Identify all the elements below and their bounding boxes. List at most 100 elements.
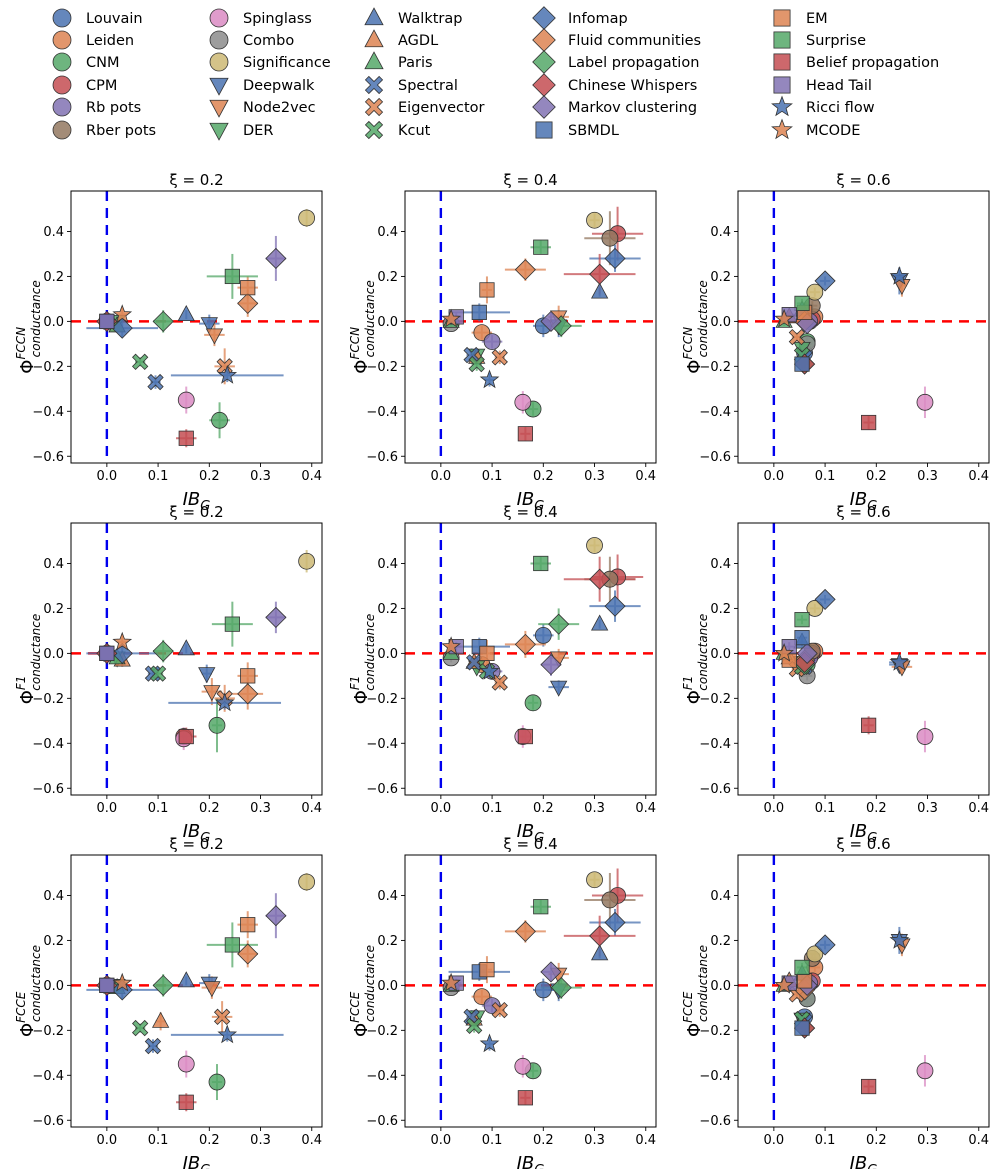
- point-em: [240, 668, 256, 684]
- legend-label: Node2vec: [243, 100, 316, 116]
- point-belief-propagation: [178, 728, 194, 745]
- x-tick-label: 0.4: [301, 1133, 322, 1148]
- point-surprise: [224, 268, 240, 285]
- plot-area: [738, 523, 989, 795]
- point-cnm: [211, 411, 228, 429]
- point-belief-propagation: [517, 1090, 533, 1106]
- point-infomap: [604, 595, 626, 617]
- legend-item-eigenvector: Eigenvector: [364, 97, 485, 117]
- point-spinglass: [514, 393, 532, 411]
- legend-item-rber-pots: Rber pots: [52, 120, 156, 140]
- x-tick-label: 0.3: [250, 801, 271, 816]
- y-tick-label: 0.4: [377, 225, 398, 240]
- x-tick-label: 0.4: [635, 801, 656, 816]
- point-walktrap: [177, 304, 195, 322]
- y-axis-label: ΦF1conductance: [348, 614, 377, 705]
- fluid-communities-marker-icon: [532, 28, 556, 52]
- point-markov-clustering: [796, 642, 818, 664]
- panel-1-1: ξ = 0.2 0.0 0.1 0.2 0.3 0.4 −0.6 −0.4 −0.2 0.0 0.2…: [14, 171, 323, 514]
- panel-2-3: ξ = 0.6 0.0 0.1 0.2 0.3 0.4 −0.6 −0.4 −0.2 0.0 0.2…: [681, 503, 990, 846]
- point-sbmdl: [794, 356, 810, 372]
- x-tick-label: 0.0: [97, 1133, 118, 1148]
- point-cnm: [208, 1073, 226, 1091]
- legend-label: CNM: [86, 55, 119, 71]
- plot-area: [405, 523, 656, 795]
- point-mcode: [112, 304, 133, 324]
- y-tick-label: 0.2: [710, 270, 731, 285]
- point-infomap: [814, 270, 836, 292]
- point-eigenvector: [491, 349, 508, 366]
- y-tick-label: −0.2: [699, 1024, 731, 1039]
- legend-label: Belief propagation: [806, 55, 939, 71]
- point-surprise: [224, 937, 240, 953]
- point-louvain: [534, 626, 552, 644]
- y-tick-label: 0.2: [377, 934, 398, 949]
- y-axis-superscript: FCCN: [681, 327, 695, 360]
- y-axis-superscript: FCCE: [348, 991, 362, 1023]
- point-label-propagation: [152, 974, 174, 996]
- y-tick-label: 0.4: [710, 225, 731, 240]
- x-tick-label: 0.4: [968, 801, 989, 816]
- point-belief-propagation: [517, 728, 533, 745]
- y-tick-label: 0.4: [377, 889, 398, 904]
- point-kcut: [149, 665, 167, 682]
- y-axis-superscript: F1: [348, 676, 362, 691]
- y-tick-label: −0.4: [699, 737, 731, 752]
- legend-item-der: DER: [209, 122, 273, 141]
- cpm-marker-icon: [52, 75, 72, 95]
- legend-item-em: EM: [773, 9, 828, 27]
- legend-label: Markov clustering: [568, 100, 697, 116]
- plot-area: [738, 191, 989, 463]
- x-tick-label: 0.2: [866, 801, 887, 816]
- legend-label: AGDL: [398, 33, 438, 49]
- legend-item-cpm: CPM: [52, 75, 117, 95]
- x-tick-label: 0.1: [815, 801, 836, 816]
- legend-item-significance: Significance: [209, 52, 331, 72]
- x-tick-label: 0.3: [917, 469, 938, 484]
- plot-area: [71, 191, 322, 463]
- y-axis-superscript: F1: [14, 676, 28, 691]
- point-label-propagation: [548, 613, 570, 635]
- panel-3-1: ξ = 0.2 0.0 0.1 0.2 0.3 0.4 −0.6 −0.4 −0.2 0.0 0.2…: [14, 835, 323, 1169]
- y-tick-label: −0.2: [32, 1024, 64, 1039]
- legend-label: Louvain: [86, 11, 143, 27]
- legend-item-rb-pots: Rb pots: [52, 97, 141, 117]
- x-tick-label: 0.4: [635, 469, 656, 484]
- point-markov-clustering: [265, 905, 287, 927]
- y-axis-superscript: FCCE: [14, 991, 28, 1023]
- point-ricci-flow: [889, 652, 910, 671]
- x-tick-label: 0.3: [584, 469, 605, 484]
- point-node2vec: [203, 981, 221, 998]
- panel-2-1: ξ = 0.2 0.0 0.1 0.2 0.3 0.4 −0.6 −0.4 −0.2 0.0 0.2…: [14, 503, 323, 846]
- legend-item-deepwalk: Deepwalk: [209, 77, 315, 96]
- point-infomap: [111, 317, 133, 339]
- point-infomap: [814, 934, 836, 956]
- legend-item-mcode: MCODE: [771, 118, 860, 140]
- panel-title: ξ = 0.4: [503, 835, 557, 853]
- y-tick-label: 0.4: [43, 225, 64, 240]
- y-tick-label: −0.4: [699, 405, 731, 420]
- x-tick-label: 0.0: [764, 801, 785, 816]
- x-tick-label: 0.0: [764, 469, 785, 484]
- point-em: [796, 973, 813, 989]
- x-tick-label: 0.0: [97, 801, 118, 816]
- y-tick-label: 0.0: [377, 647, 398, 662]
- axes-frame: [737, 190, 990, 464]
- legend-label: Combo: [243, 33, 294, 49]
- legend-item-spectral: Spectral: [364, 75, 458, 95]
- y-tick-label: −0.2: [699, 360, 731, 375]
- point-fluid-communities: [514, 633, 536, 655]
- axes-frame: [737, 522, 990, 796]
- legend-label: DER: [243, 123, 273, 139]
- point-kcut: [468, 355, 485, 373]
- point-significance: [806, 283, 824, 301]
- axes-frame: [70, 522, 323, 796]
- spectral-marker-icon: [364, 75, 384, 95]
- x-tick-label: 0.1: [148, 1133, 169, 1148]
- point-significance: [586, 871, 603, 889]
- kcut-marker-icon: [364, 120, 384, 140]
- y-tick-label: 0.0: [377, 979, 398, 994]
- markov-clustering-marker-icon: [532, 95, 556, 119]
- x-tick-label: 0.1: [815, 1133, 836, 1148]
- paris-marker-icon: [364, 51, 384, 70]
